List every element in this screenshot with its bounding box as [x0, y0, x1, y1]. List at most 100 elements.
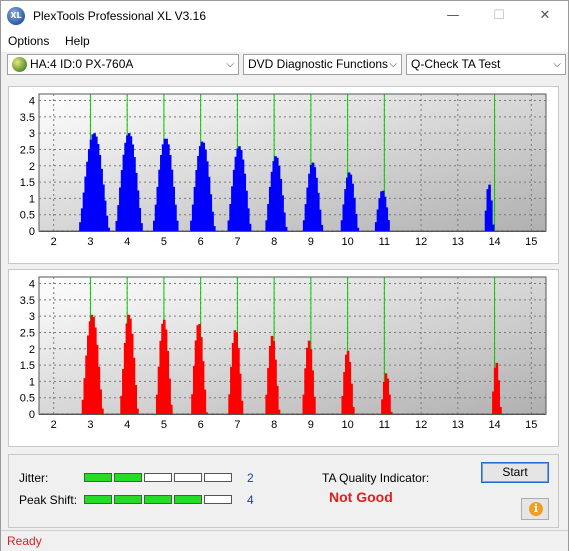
- histogram-bar: [267, 367, 270, 414]
- x-tick-label: 4: [124, 419, 130, 431]
- bottom-chart-panel: 4 3.5 3 2.5 2 1.5 1 0.5 0 2 3 4 5 6 7 8 9 10 11 12 13 14 15: [8, 269, 559, 447]
- histogram-bar: [174, 204, 177, 231]
- histogram-bar: [157, 366, 161, 414]
- x-tick-label: 9: [308, 419, 314, 431]
- histogram-bar: [343, 372, 346, 414]
- histogram-bar: [211, 211, 214, 231]
- x-tick-label: 11: [379, 419, 390, 431]
- histogram-bar: [232, 169, 236, 231]
- test-select[interactable]: Q-Check TA Test ⌵: [406, 54, 566, 75]
- start-button[interactable]: Start: [481, 462, 549, 483]
- histogram-bar: [493, 367, 497, 414]
- histogram-bar: [98, 155, 102, 231]
- top-chart-panel: 4 3.5 3 2.5 2 1.5 1 0.5 0 2 3 4 5 6 7 8 9 10 11 12 13 14 15: [8, 86, 559, 264]
- x-tick-label: 8: [271, 236, 277, 248]
- histogram-bar: [315, 177, 318, 231]
- info-button[interactable]: i: [521, 498, 549, 520]
- histogram-bar: [240, 400, 244, 414]
- minimize-button[interactable]: —: [446, 8, 460, 23]
- histogram-bar: [245, 190, 248, 231]
- histogram-bar: [204, 149, 207, 231]
- histogram-bar: [134, 172, 138, 231]
- histogram-bar: [386, 378, 390, 414]
- meter-segment: [174, 473, 202, 482]
- histogram-bar: [383, 196, 387, 231]
- histogram-bar: [170, 404, 173, 414]
- histogram-bar: [231, 343, 235, 414]
- x-tick-label: 15: [525, 419, 537, 431]
- histogram-bar: [191, 204, 195, 231]
- histogram-bar: [198, 146, 202, 231]
- y-tick-label: 3: [29, 311, 35, 323]
- histogram-bar: [320, 224, 324, 231]
- y-tick-label: 2.5: [20, 327, 35, 339]
- histogram-bar: [161, 144, 165, 231]
- x-tick-label: 12: [415, 419, 427, 431]
- histogram-bar: [284, 226, 288, 231]
- histogram-bar: [346, 177, 349, 231]
- meter-segment: [84, 495, 112, 504]
- histogram-bar: [93, 133, 96, 231]
- histogram-bar: [105, 215, 109, 231]
- histogram-bar: [268, 186, 272, 231]
- histogram-bar: [283, 212, 286, 231]
- histogram-bar: [138, 207, 142, 231]
- x-tick-label: 14: [488, 236, 500, 248]
- histogram-bar: [227, 220, 231, 231]
- histogram-bar: [80, 208, 84, 231]
- x-tick-label: 8: [271, 419, 277, 431]
- x-tick-label: 14: [488, 419, 500, 431]
- info-icon: i: [529, 502, 543, 516]
- histogram-bar: [97, 366, 101, 414]
- close-button[interactable]: ✕: [539, 8, 551, 23]
- histogram-bar: [102, 184, 105, 231]
- histogram-bar: [490, 200, 493, 231]
- histogram-bar: [484, 210, 488, 231]
- meter-segment: [204, 495, 232, 504]
- histogram-bar: [316, 192, 320, 231]
- histogram-bar: [351, 183, 354, 231]
- histogram-bar: [122, 369, 125, 414]
- chevron-down-icon: ⌵: [389, 59, 397, 70]
- histogram-bar: [120, 395, 123, 414]
- histogram-bar: [202, 142, 206, 231]
- histogram-bar: [213, 226, 216, 231]
- x-tick-label: 10: [341, 236, 353, 248]
- quality-indicator-value: Not Good: [329, 489, 393, 505]
- histogram-bar: [353, 197, 356, 231]
- histogram-bar: [127, 133, 131, 231]
- histogram-bar: [302, 220, 306, 231]
- histogram-bar: [101, 408, 104, 414]
- histogram-bar: [495, 362, 499, 414]
- histogram-bar: [190, 220, 193, 231]
- function-select-value: DVD Diagnostic Functions: [248, 57, 389, 71]
- function-select[interactable]: DVD Diagnostic Functions ⌵: [243, 54, 402, 75]
- histogram-bar: [155, 394, 159, 414]
- histogram-bar: [198, 323, 201, 414]
- histogram-bar: [195, 170, 198, 231]
- histogram-bar: [91, 134, 95, 231]
- menu-help[interactable]: Help: [65, 34, 90, 48]
- histogram-bar: [241, 159, 245, 231]
- menu-options[interactable]: Options: [8, 34, 50, 48]
- results-panel: [8, 454, 559, 528]
- meter-segment: [114, 473, 142, 482]
- histogram-bar: [346, 350, 350, 414]
- drive-select[interactable]: HA:4 ID:0 PX-760A ⌵: [7, 54, 239, 75]
- histogram-bar: [492, 391, 495, 414]
- x-tick-label: 13: [452, 419, 464, 431]
- histogram-bar: [228, 394, 231, 414]
- histogram-bar: [237, 348, 240, 414]
- histogram-bar: [196, 325, 200, 414]
- histogram-bar: [205, 412, 208, 414]
- histogram-bar: [92, 316, 95, 414]
- histogram-bar: [318, 209, 322, 231]
- histogram-bar: [115, 220, 119, 231]
- maximize-button[interactable]: ☐: [493, 8, 505, 23]
- chevron-down-icon: ⌵: [553, 59, 561, 70]
- histogram-bar: [311, 370, 314, 414]
- histogram-bar: [354, 213, 358, 231]
- title-bar[interactable]: XL PlexTools Professional XL V3.16 — ☐ ✕: [1, 1, 568, 31]
- y-tick-label: 3: [29, 128, 35, 140]
- x-tick-label: 6: [198, 236, 204, 248]
